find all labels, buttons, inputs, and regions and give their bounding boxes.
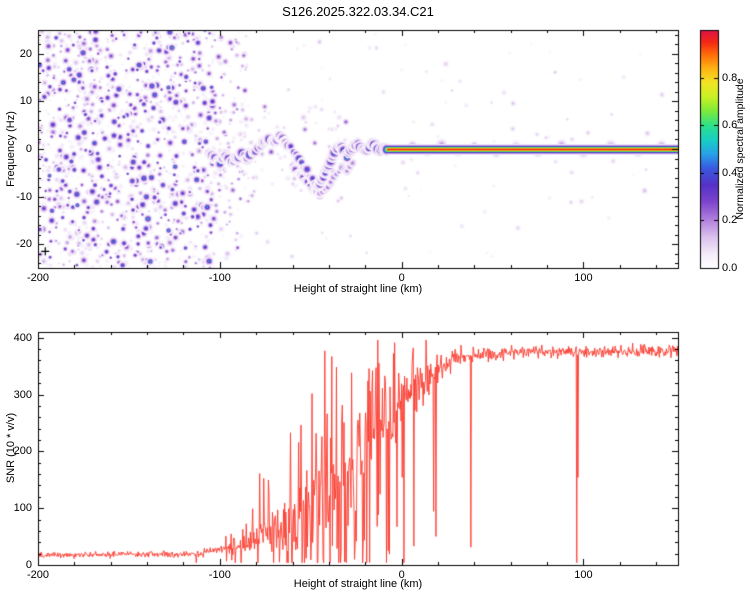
tick-label: 100: [574, 569, 593, 581]
tick-label: -20: [16, 238, 32, 251]
top-y-axis-label: Frequency (Hz): [5, 111, 17, 187]
top-x-axis-label: Height of straight line (km): [293, 283, 423, 295]
colorbar-label: Normalized spectral amplitude: [734, 78, 746, 220]
tick-label: 400: [13, 331, 32, 344]
tick-label: 0.0: [722, 262, 738, 274]
tick-label: 200: [13, 445, 32, 458]
tick-label: 0: [25, 559, 32, 571]
tick-label: 10: [19, 95, 32, 108]
tick-label: 20: [19, 47, 32, 60]
tick-label: 0.4: [722, 166, 738, 179]
tick-label: 100: [13, 502, 32, 515]
tick-label: 0.6: [722, 119, 738, 132]
tick-label: 100: [574, 272, 593, 284]
tick-label: -100: [208, 569, 231, 581]
bottom-x-axis-label: Height of straight line (km): [293, 578, 423, 590]
tick-label: 0: [398, 569, 405, 581]
tick-label: -200: [26, 272, 50, 284]
tick-label: 0.8: [722, 71, 738, 84]
tick-label: 0: [398, 272, 405, 284]
tick-label: 0.2: [722, 214, 738, 227]
plot-title: S126.2025.322.03.34.C21: [282, 4, 434, 19]
tick-label: 0: [25, 143, 32, 155]
tick-label: -10: [16, 190, 32, 203]
tick-label: -100: [208, 272, 231, 284]
tick-label: 300: [13, 388, 32, 401]
tick-label: -200: [26, 569, 50, 581]
